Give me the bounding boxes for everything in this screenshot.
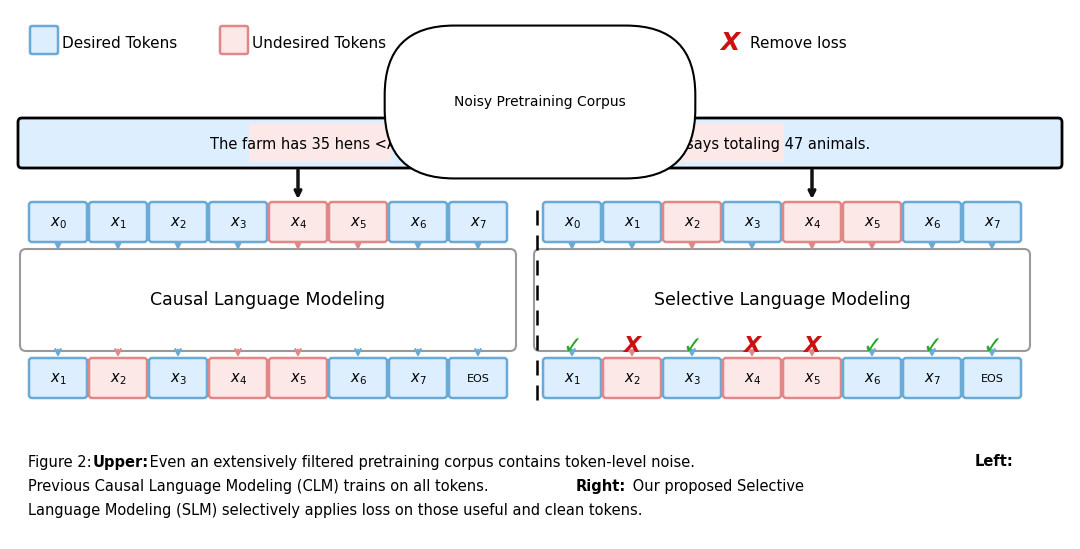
FancyBboxPatch shape [30, 26, 58, 54]
FancyBboxPatch shape [963, 202, 1021, 242]
FancyBboxPatch shape [269, 202, 327, 242]
Text: $x_{3}$: $x_{3}$ [170, 371, 187, 387]
Text: Upper:: Upper: [93, 455, 149, 469]
FancyBboxPatch shape [723, 202, 781, 242]
FancyBboxPatch shape [389, 358, 447, 398]
Text: $x_{2}$: $x_{2}$ [170, 215, 186, 231]
Text: ✓: ✓ [562, 334, 582, 358]
FancyBboxPatch shape [149, 358, 207, 398]
FancyBboxPatch shape [783, 202, 841, 242]
Text: $x_{3}$: $x_{3}$ [230, 215, 246, 231]
FancyBboxPatch shape [543, 202, 600, 242]
Text: $x_{5}$: $x_{5}$ [804, 371, 821, 387]
Text: Remove loss: Remove loss [750, 36, 847, 51]
Text: $x_{7}$: $x_{7}$ [923, 371, 941, 387]
Text: EOS: EOS [981, 374, 1003, 384]
FancyBboxPatch shape [18, 118, 1062, 168]
Text: $x_{0}$: $x_{0}$ [50, 215, 66, 231]
FancyBboxPatch shape [269, 358, 327, 398]
Text: Even an extensively filtered pretraining corpus contains token-level noise.: Even an extensively filtered pretraining… [145, 455, 696, 469]
Text: EOS: EOS [467, 374, 489, 384]
FancyBboxPatch shape [89, 202, 147, 242]
FancyBboxPatch shape [220, 26, 248, 54]
FancyBboxPatch shape [449, 202, 507, 242]
Text: $x_{7}$: $x_{7}$ [470, 215, 486, 231]
Text: The farm has 35 hens <Apr12 1:24> and 12 pigs. ##davidjl123 says totaling 47 ani: The farm has 35 hens <Apr12 1:24> and 12… [210, 137, 870, 152]
FancyBboxPatch shape [210, 202, 267, 242]
Text: $x_{4}$: $x_{4}$ [743, 371, 760, 387]
Text: $x_{1}$: $x_{1}$ [564, 371, 580, 387]
Text: $x_{1}$: $x_{1}$ [624, 215, 640, 231]
FancyBboxPatch shape [389, 202, 447, 242]
FancyBboxPatch shape [903, 202, 961, 242]
Text: $x_{6}$: $x_{6}$ [409, 215, 427, 231]
Text: $x_{6}$: $x_{6}$ [923, 215, 941, 231]
FancyBboxPatch shape [21, 249, 516, 351]
Text: ✓: ✓ [498, 29, 522, 57]
Text: $x_{6}$: $x_{6}$ [350, 371, 366, 387]
Text: $x_{3}$: $x_{3}$ [684, 371, 700, 387]
Text: Selective Language Modeling: Selective Language Modeling [653, 291, 910, 309]
FancyBboxPatch shape [329, 358, 387, 398]
Text: $x_{2}$: $x_{2}$ [684, 215, 700, 231]
Text: Figure 2:: Figure 2: [28, 455, 96, 469]
Bar [642, 124, 784, 162]
Text: $x_{5}$: $x_{5}$ [289, 371, 307, 387]
Text: $x_{4}$: $x_{4}$ [804, 215, 821, 231]
Text: Previous Causal Language Modeling (CLM) trains on all tokens.: Previous Causal Language Modeling (CLM) … [28, 479, 494, 494]
FancyBboxPatch shape [603, 202, 661, 242]
Text: Language Modeling (SLM) selectively applies loss on those useful and clean token: Language Modeling (SLM) selectively appl… [28, 502, 643, 518]
Text: ✓: ✓ [683, 334, 702, 358]
Text: ✓: ✓ [922, 334, 942, 358]
FancyBboxPatch shape [149, 202, 207, 242]
Text: ✓: ✓ [982, 334, 1002, 358]
Text: $x_{4}$: $x_{4}$ [230, 371, 246, 387]
Text: $x_{2}$: $x_{2}$ [110, 371, 126, 387]
Text: ✓: ✓ [862, 334, 882, 358]
Text: Desired Tokens: Desired Tokens [62, 36, 177, 51]
Text: $x_{7}$: $x_{7}$ [984, 215, 1000, 231]
Text: $x_{7}$: $x_{7}$ [409, 371, 427, 387]
Text: $x_{3}$: $x_{3}$ [744, 215, 760, 231]
Text: Causal Language Modeling: Causal Language Modeling [150, 291, 386, 309]
Text: X: X [804, 336, 821, 356]
FancyBboxPatch shape [449, 358, 507, 398]
Text: $x_{1}$: $x_{1}$ [110, 215, 126, 231]
Text: Noisy Pretraining Corpus: Noisy Pretraining Corpus [454, 95, 626, 109]
FancyBboxPatch shape [903, 358, 961, 398]
FancyBboxPatch shape [534, 249, 1030, 351]
FancyBboxPatch shape [329, 202, 387, 242]
Bar [248, 124, 391, 162]
FancyBboxPatch shape [843, 358, 901, 398]
FancyBboxPatch shape [603, 358, 661, 398]
FancyBboxPatch shape [29, 202, 87, 242]
FancyBboxPatch shape [963, 358, 1021, 398]
Text: X: X [743, 336, 760, 356]
Text: Our proposed Selective: Our proposed Selective [627, 479, 804, 494]
Text: Keep loss: Keep loss [530, 36, 603, 51]
Text: X: X [623, 336, 640, 356]
FancyBboxPatch shape [89, 358, 147, 398]
Text: $x_{0}$: $x_{0}$ [564, 215, 580, 231]
Text: Right:: Right: [576, 479, 626, 494]
FancyBboxPatch shape [843, 202, 901, 242]
FancyBboxPatch shape [783, 358, 841, 398]
FancyBboxPatch shape [210, 358, 267, 398]
Text: $x_{5}$: $x_{5}$ [864, 215, 880, 231]
Text: Undesired Tokens: Undesired Tokens [252, 36, 387, 51]
FancyBboxPatch shape [29, 358, 87, 398]
Text: $x_{2}$: $x_{2}$ [624, 371, 640, 387]
Text: $x_{1}$: $x_{1}$ [50, 371, 66, 387]
Text: $x_{5}$: $x_{5}$ [350, 215, 366, 231]
Text: Left:: Left: [975, 455, 1014, 469]
Text: X: X [720, 31, 740, 55]
Text: $x_{4}$: $x_{4}$ [289, 215, 307, 231]
FancyBboxPatch shape [663, 358, 721, 398]
FancyBboxPatch shape [663, 202, 721, 242]
FancyBboxPatch shape [723, 358, 781, 398]
FancyBboxPatch shape [543, 358, 600, 398]
Text: $x_{6}$: $x_{6}$ [864, 371, 880, 387]
